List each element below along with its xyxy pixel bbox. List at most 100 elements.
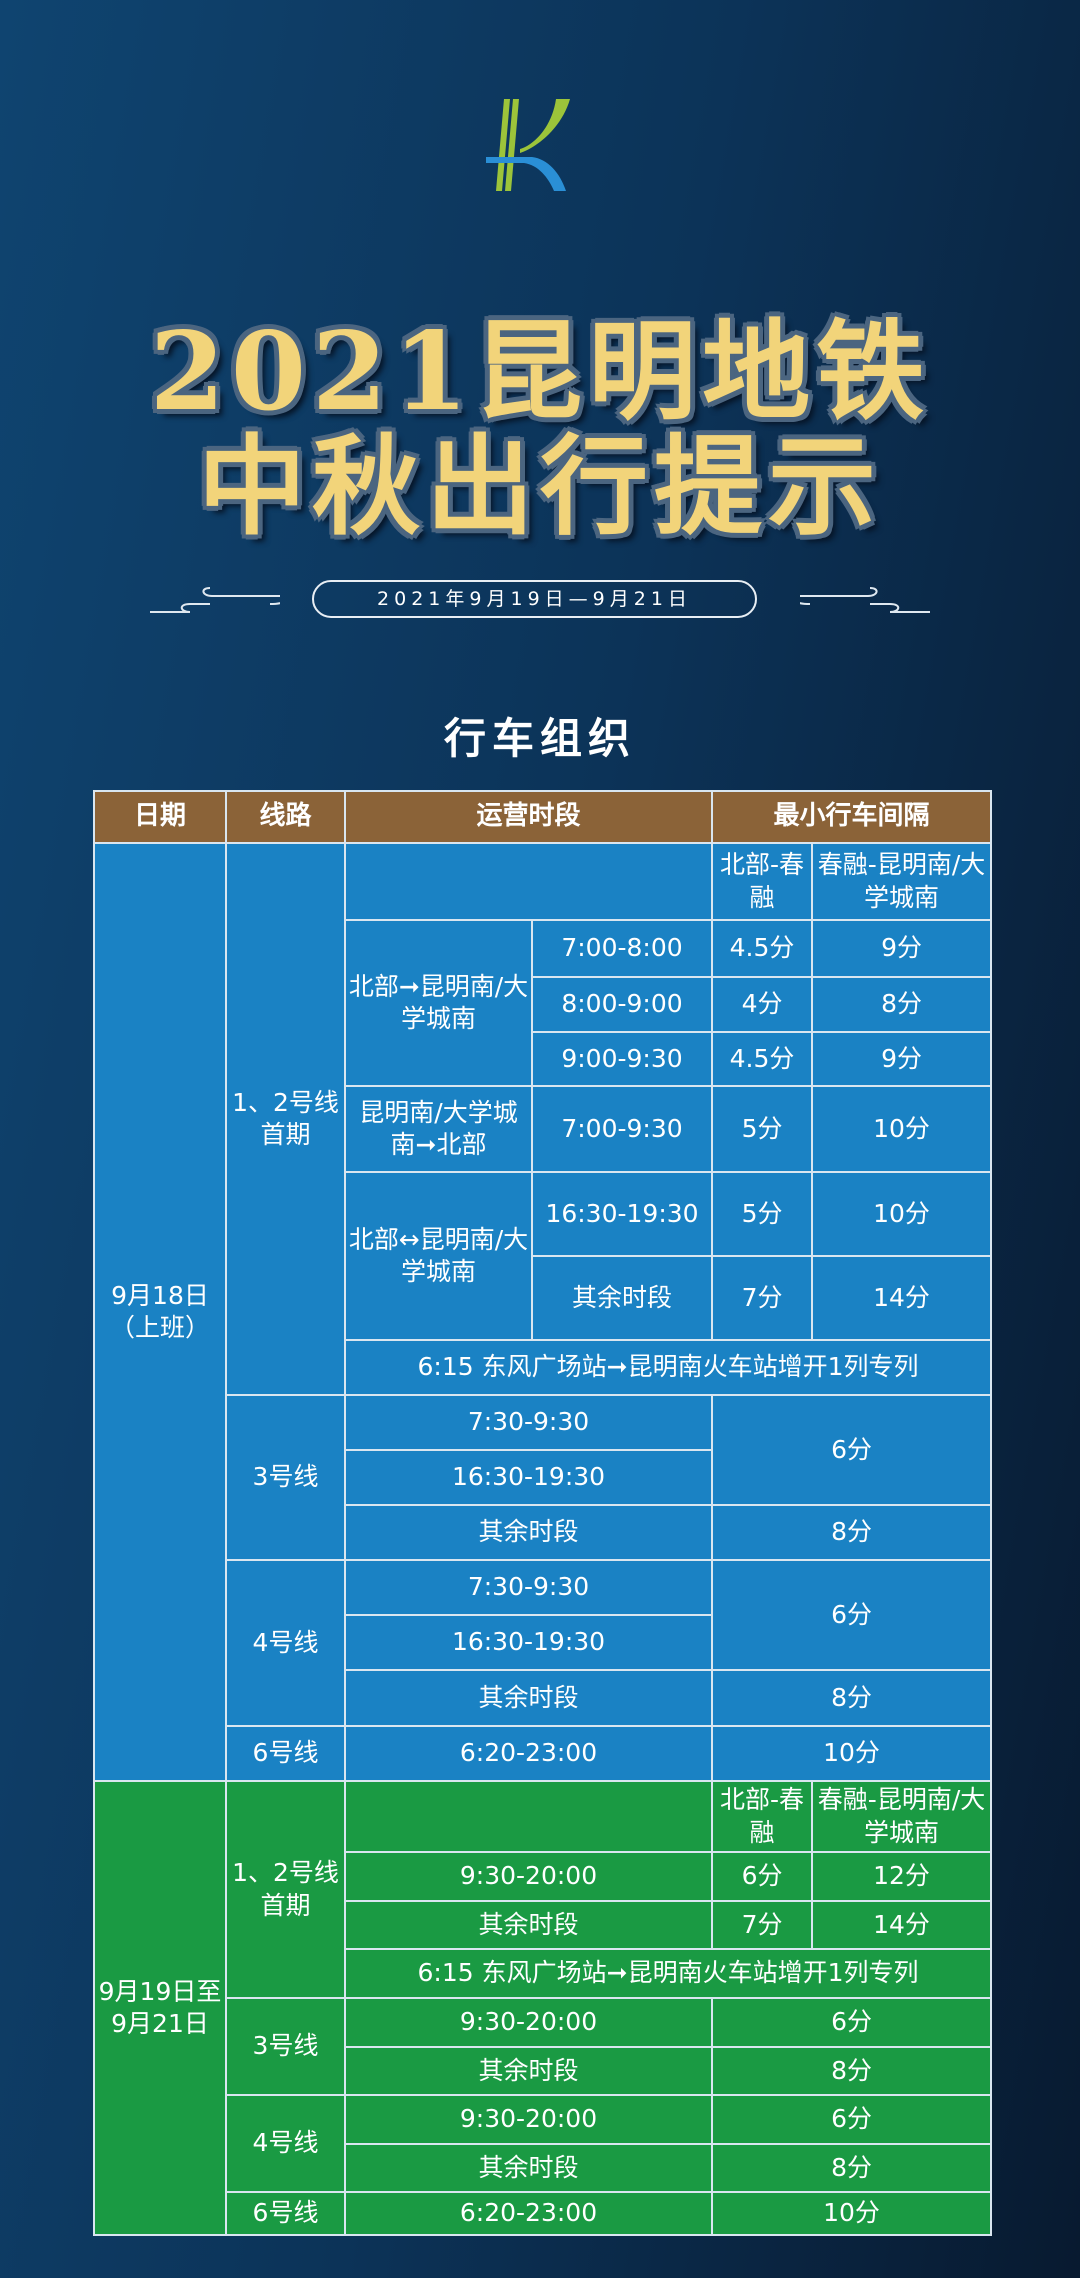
interval-cell: 14分: [811, 1255, 993, 1341]
interval-cell: 10分: [811, 1085, 993, 1173]
interval-cell: 8分: [711, 2046, 993, 2096]
direction-cell: 北部➞昆明南/大学城南: [344, 919, 533, 1087]
table-row: 其余时段 8分: [94, 1669, 993, 1727]
schedule-table: 日期 线路 运营时段 最小行车间隔 9月18日（上班） 1、2号线首期 北部-春…: [93, 790, 993, 2236]
period-cell: 9:00-9:30: [530, 1031, 714, 1087]
table-row: 6号线 6:20-23:00 10分: [94, 1725, 993, 1782]
kunming-metro-logo: [486, 99, 570, 191]
period-cell: 其余时段: [530, 1255, 714, 1341]
interval-cell: 8分: [711, 1669, 993, 1727]
table-row: 9月18日（上班） 1、2号线首期 北部-春融 春融-昆明南/大学城南: [93, 842, 993, 1782]
sub-header: 北部-春融: [711, 842, 814, 921]
table-row: 其余时段 7分 14分: [94, 1255, 993, 1341]
line-cell: 1、2号线首期: [225, 842, 346, 1396]
table-row: 16:30-19:30: [94, 1614, 991, 1671]
period-cell: 16:30-19:30: [343, 1449, 714, 1506]
direction-cell: 北部↔昆明南/大学城南: [344, 1171, 533, 1341]
table-row: 16:30-19:30: [94, 1449, 991, 1506]
period-cell: 6:20-23:00: [343, 1725, 714, 1782]
period-cell: 其余时段: [343, 1900, 714, 1950]
note-cell: 6:15 东风广场站➞昆明南火车站增开1列专列: [343, 1339, 993, 1396]
sub-header: 春融-昆明南/大学城南: [811, 842, 993, 921]
direction-cell: 昆明南/大学城南➞北部: [344, 1085, 533, 1173]
date-cell: 9月19日至9月21日: [93, 1780, 227, 2236]
table-row: 其余时段 8分: [94, 2143, 993, 2193]
period-cell: 7:00-9:30: [530, 1085, 714, 1173]
interval-cell: 5分: [711, 1085, 814, 1173]
table-row: 9:30-20:00 6分 12分: [94, 1851, 993, 1902]
interval-cell: 10分: [811, 1171, 993, 1257]
table-row: 北部↔昆明南/大学城南 16:30-19:30 5分 10分: [94, 1171, 993, 1341]
interval-cell: 10分: [711, 1725, 993, 1782]
interval-cell: 5分: [711, 1171, 814, 1257]
header-line: 线路: [225, 790, 346, 844]
date-cell: 9月18日（上班）: [93, 842, 227, 1782]
interval-cell: 6分: [711, 1559, 993, 1671]
period-cell: 16:30-19:30: [530, 1171, 714, 1257]
period-cell: 其余时段: [343, 2046, 714, 2096]
table-row: 9:00-9:30 4.5分 9分: [94, 1031, 993, 1087]
period-cell: 9:30-20:00: [343, 1997, 714, 2048]
period-cell: 6:20-23:00: [343, 2191, 714, 2236]
line-cell: 1、2号线首期: [225, 1780, 346, 1999]
interval-cell: 12分: [811, 1851, 993, 1902]
table-row: 4号线 9:30-20:00 6分: [94, 2094, 993, 2193]
section-title: 行车组织: [443, 714, 636, 763]
blank-cell: [343, 1780, 714, 1853]
cloud-ornament-left-icon: [150, 587, 280, 613]
header-date: 日期: [93, 790, 227, 844]
header-period: 运营时段: [343, 790, 714, 844]
period-cell: 9:30-20:00: [343, 1851, 714, 1902]
interval-cell: 6分: [711, 1394, 993, 1506]
line-cell: 3号线: [225, 1394, 346, 1561]
line-cell: 4号线: [225, 1559, 346, 1727]
title-line-2: 中秋出行提示: [197, 424, 882, 550]
interval-cell: 7分: [711, 1900, 814, 1950]
interval-cell: 4分: [711, 976, 814, 1033]
interval-cell: 4.5分: [711, 1031, 814, 1087]
sub-header: 北部-春融: [711, 1780, 814, 1853]
table-row: 3号线 9:30-20:00 6分: [94, 1997, 993, 2096]
period-cell: 其余时段: [343, 1504, 714, 1561]
blank-cell: [343, 842, 714, 921]
period-cell: 其余时段: [343, 2143, 714, 2193]
interval-cell: 7分: [711, 1255, 814, 1341]
table-row: 其余时段 8分: [94, 1504, 993, 1561]
table-row: 北部➞昆明南/大学城南 7:00-8:00 4.5分 9分: [94, 919, 993, 1087]
interval-cell: 8分: [711, 2143, 993, 2193]
line-cell: 6号线: [225, 2191, 346, 2236]
title-line-1: 2021昆明地铁: [149, 309, 931, 435]
interval-cell: 9分: [811, 919, 993, 978]
table-row: 6:15 东风广场站➞昆明南火车站增开1列专列: [94, 1948, 993, 1999]
date-range-pill: 2021年9月19日—9月21日: [312, 580, 757, 618]
period-cell: 16:30-19:30: [343, 1614, 714, 1671]
interval-cell: 4.5分: [711, 919, 814, 978]
period-cell: 8:00-9:00: [530, 976, 714, 1033]
interval-cell: 6分: [711, 1851, 814, 1902]
note-cell: 6:15 东风广场站➞昆明南火车站增开1列专列: [343, 1948, 993, 1999]
cloud-ornament-right-icon: [800, 587, 930, 613]
line-cell: 3号线: [225, 1997, 346, 2096]
table-header-row: 日期 线路 运营时段 最小行车间隔: [93, 790, 993, 844]
interval-cell: 8分: [711, 1504, 993, 1561]
period-cell: 其余时段: [343, 1669, 714, 1727]
table-row: 6号线 6:20-23:00 10分: [94, 2191, 993, 2236]
table-row: 3号线 7:30-9:30 6分: [94, 1394, 993, 1561]
interval-cell: 9分: [811, 1031, 993, 1087]
interval-cell: 6分: [711, 2094, 993, 2145]
line-cell: 6号线: [225, 1725, 346, 1782]
table-row: 昆明南/大学城南➞北部 7:00-9:30 5分 10分: [94, 1085, 993, 1173]
table-row: 其余时段 8分: [94, 2046, 993, 2096]
period-cell: 7:30-9:30: [343, 1394, 714, 1451]
interval-cell: 8分: [811, 976, 993, 1033]
interval-cell: 10分: [711, 2191, 993, 2236]
period-cell: 7:00-8:00: [530, 919, 714, 978]
period-cell: 9:30-20:00: [343, 2094, 714, 2145]
table-row: 8:00-9:00 4分 8分: [94, 976, 993, 1033]
sub-header: 春融-昆明南/大学城南: [811, 1780, 993, 1853]
header-interval: 最小行车间隔: [711, 790, 993, 844]
period-cell: 7:30-9:30: [343, 1559, 714, 1616]
table-row: 4号线 7:30-9:30 6分: [94, 1559, 993, 1727]
line-cell: 4号线: [225, 2094, 346, 2193]
table-row: 其余时段 7分 14分: [94, 1900, 993, 1950]
